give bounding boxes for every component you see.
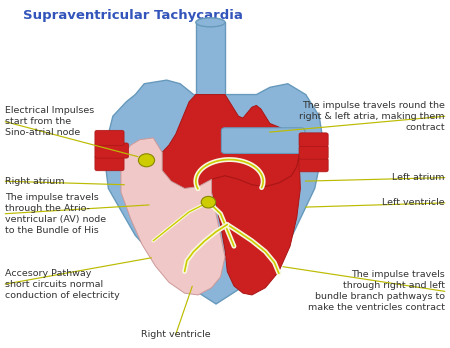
Polygon shape (104, 80, 324, 304)
Text: Left ventricle: Left ventricle (382, 198, 445, 207)
Text: The impulse travels round the
right & left atria, making them
contract: The impulse travels round the right & le… (299, 101, 445, 132)
Text: The impulse travels
through right and left
bundle branch pathways to
make the ve: The impulse travels through right and le… (308, 270, 445, 313)
Polygon shape (212, 156, 300, 295)
FancyBboxPatch shape (299, 158, 328, 172)
Text: Right atrium: Right atrium (5, 177, 65, 186)
Text: Electrical Impulses
start from the
Sino-atrial node: Electrical Impulses start from the Sino-… (5, 106, 94, 137)
Ellipse shape (196, 18, 225, 27)
Polygon shape (121, 138, 225, 295)
FancyBboxPatch shape (299, 133, 328, 147)
FancyBboxPatch shape (299, 145, 328, 159)
Text: Accesory Pathway
short circuits normal
conduction of electricity: Accesory Pathway short circuits normal c… (5, 269, 120, 300)
Text: The impulse travels
through the Atrio-
ventricular (AV) node
to the Bundle of Hi: The impulse travels through the Atrio- v… (5, 192, 106, 235)
FancyBboxPatch shape (95, 156, 124, 171)
FancyBboxPatch shape (95, 130, 124, 145)
FancyBboxPatch shape (95, 143, 129, 158)
Circle shape (201, 196, 216, 208)
Text: Supraventricular Tachycardia: Supraventricular Tachycardia (23, 9, 243, 22)
FancyBboxPatch shape (221, 128, 305, 153)
Text: Right ventricle: Right ventricle (141, 330, 211, 339)
Polygon shape (196, 22, 225, 95)
Text: Left atrium: Left atrium (392, 173, 445, 182)
Circle shape (139, 154, 154, 167)
Polygon shape (162, 95, 299, 189)
